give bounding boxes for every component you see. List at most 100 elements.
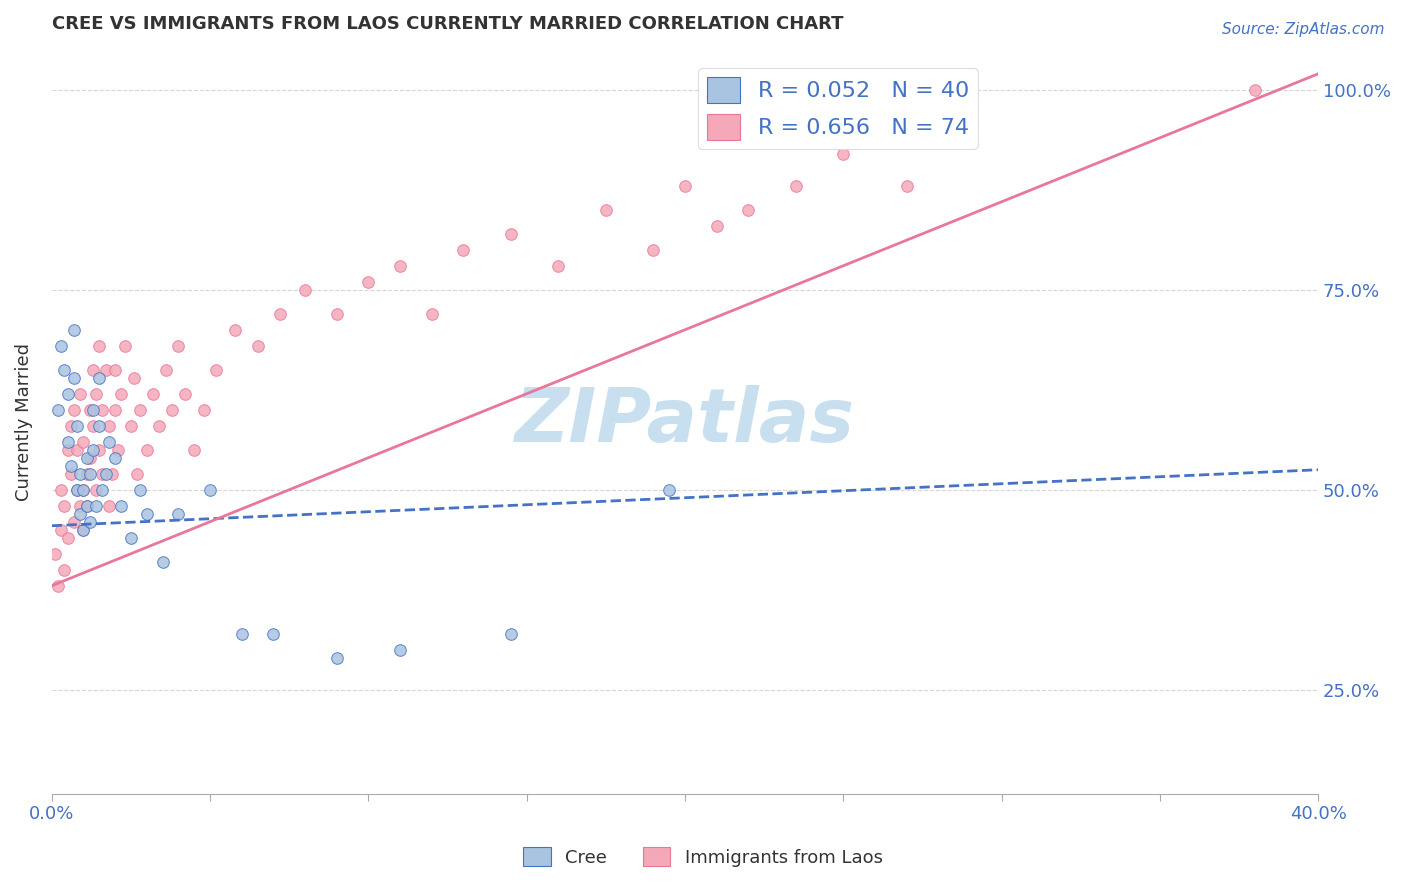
- Point: [127, 467, 149, 481]
- Point: [91, 402, 114, 417]
- Point: [76, 467, 98, 481]
- Point: [148, 418, 170, 433]
- Point: [63, 371, 86, 385]
- Point: [69, 507, 91, 521]
- Point: [56, 386, 79, 401]
- Point: [152, 555, 174, 569]
- Point: [69, 386, 91, 401]
- Point: [53, 499, 76, 513]
- Point: [82, 363, 104, 377]
- Point: [107, 442, 129, 457]
- Point: [53, 563, 76, 577]
- Point: [89, 339, 111, 353]
- Point: [72, 483, 94, 497]
- Point: [84, 483, 107, 497]
- Point: [82, 418, 104, 433]
- Point: [269, 307, 291, 321]
- Point: [198, 483, 221, 497]
- Point: [89, 442, 111, 457]
- Point: [1243, 83, 1265, 97]
- Point: [246, 339, 269, 353]
- Point: [135, 507, 157, 521]
- Point: [91, 483, 114, 497]
- Point: [79, 515, 101, 529]
- Point: [97, 499, 120, 513]
- Point: [357, 275, 380, 289]
- Point: [44, 547, 66, 561]
- Point: [104, 450, 127, 465]
- Point: [84, 499, 107, 513]
- Point: [205, 363, 228, 377]
- Point: [51, 339, 73, 353]
- Point: [84, 386, 107, 401]
- Point: [135, 442, 157, 457]
- Point: [110, 386, 132, 401]
- Point: [76, 499, 98, 513]
- Point: [72, 483, 94, 497]
- Legend: Cree, Immigrants from Laos: Cree, Immigrants from Laos: [516, 840, 890, 874]
- Point: [66, 418, 89, 433]
- Point: [129, 402, 152, 417]
- Point: [53, 363, 76, 377]
- Text: Source: ZipAtlas.com: Source: ZipAtlas.com: [1222, 22, 1385, 37]
- Point: [122, 371, 145, 385]
- Point: [262, 626, 284, 640]
- Point: [66, 483, 89, 497]
- Point: [706, 219, 728, 233]
- Point: [294, 283, 316, 297]
- Point: [97, 434, 120, 449]
- Point: [94, 467, 117, 481]
- Point: [167, 507, 190, 521]
- Point: [420, 307, 443, 321]
- Point: [173, 386, 195, 401]
- Legend: R = 0.052   N = 40, R = 0.656   N = 74: R = 0.052 N = 40, R = 0.656 N = 74: [697, 69, 977, 149]
- Point: [69, 499, 91, 513]
- Point: [72, 523, 94, 537]
- Point: [595, 202, 617, 217]
- Point: [224, 323, 246, 337]
- Point: [63, 402, 86, 417]
- Point: [89, 371, 111, 385]
- Point: [325, 307, 347, 321]
- Point: [66, 483, 89, 497]
- Point: [63, 323, 86, 337]
- Point: [193, 402, 215, 417]
- Text: ZIPatlas: ZIPatlas: [515, 385, 855, 458]
- Point: [231, 626, 253, 640]
- Point: [120, 531, 142, 545]
- Point: [120, 418, 142, 433]
- Point: [183, 442, 205, 457]
- Point: [82, 442, 104, 457]
- Point: [167, 339, 190, 353]
- Point: [673, 178, 696, 193]
- Point: [896, 178, 918, 193]
- Point: [547, 259, 569, 273]
- Point: [46, 402, 69, 417]
- Point: [101, 467, 124, 481]
- Point: [63, 515, 86, 529]
- Point: [66, 442, 89, 457]
- Point: [46, 579, 69, 593]
- Point: [785, 178, 807, 193]
- Point: [82, 402, 104, 417]
- Point: [643, 243, 665, 257]
- Point: [97, 418, 120, 433]
- Point: [91, 467, 114, 481]
- Point: [79, 402, 101, 417]
- Point: [59, 467, 82, 481]
- Y-axis label: Currently Married: Currently Married: [15, 343, 32, 500]
- Point: [69, 467, 91, 481]
- Point: [499, 227, 522, 241]
- Point: [160, 402, 183, 417]
- Point: [56, 442, 79, 457]
- Point: [79, 450, 101, 465]
- Point: [72, 434, 94, 449]
- Point: [658, 483, 681, 497]
- Point: [142, 386, 165, 401]
- Point: [325, 650, 347, 665]
- Point: [89, 418, 111, 433]
- Point: [388, 642, 411, 657]
- Point: [76, 450, 98, 465]
- Point: [72, 523, 94, 537]
- Point: [104, 402, 127, 417]
